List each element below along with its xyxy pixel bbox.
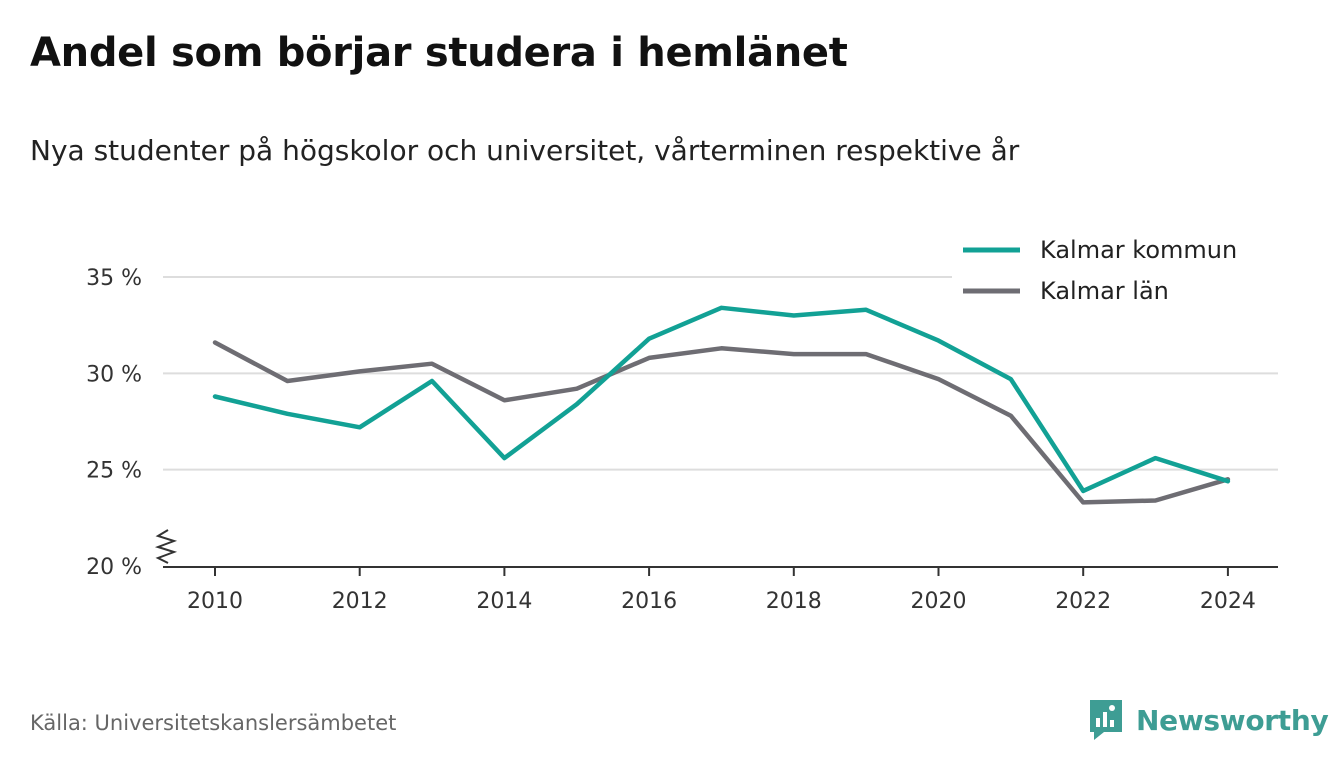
legend: Kalmar kommun Kalmar län — [952, 228, 1278, 312]
y-tick-label: 25 % — [86, 459, 142, 484]
legend-label-kommun: Kalmar kommun — [1040, 236, 1237, 264]
x-tick-label: 2024 — [1200, 589, 1256, 614]
x-tick-label: 2010 — [187, 589, 243, 614]
y-tick-label: 30 % — [86, 362, 142, 387]
source-note: Källa: Universitetskanslersämbetet — [30, 711, 397, 735]
series-lines — [212, 305, 1231, 505]
chart-subtitle: Nya studenter på högskolor och universit… — [30, 134, 1020, 167]
x-tick-label: 2022 — [1055, 589, 1111, 614]
legend-label-lan: Kalmar län — [1040, 277, 1169, 305]
legend-background — [952, 228, 1278, 312]
brand-logo: Newsworthy — [1088, 698, 1329, 742]
newsworthy-logo-icon — [1090, 700, 1122, 740]
brand-name: Newsworthy — [1136, 703, 1329, 737]
x-tick-label: 2018 — [766, 589, 822, 614]
y-tick-label: 35 % — [86, 266, 142, 291]
axis-break-icon — [154, 529, 178, 564]
axes: 20 % 25 % 30 % 35 % 2010 2012 2014 2016 2018 2020… — [86, 266, 1278, 614]
x-tick-label: 2012 — [332, 589, 388, 614]
x-tick-label: 2020 — [911, 589, 967, 614]
x-tick-label: 2016 — [621, 589, 677, 614]
chart-title: Andel som börjar studera i hemlänet — [30, 30, 848, 76]
y-tick-label: 20 % — [86, 555, 142, 580]
x-tick-label: 2014 — [476, 589, 532, 614]
series-line-kommun — [212, 305, 1231, 494]
